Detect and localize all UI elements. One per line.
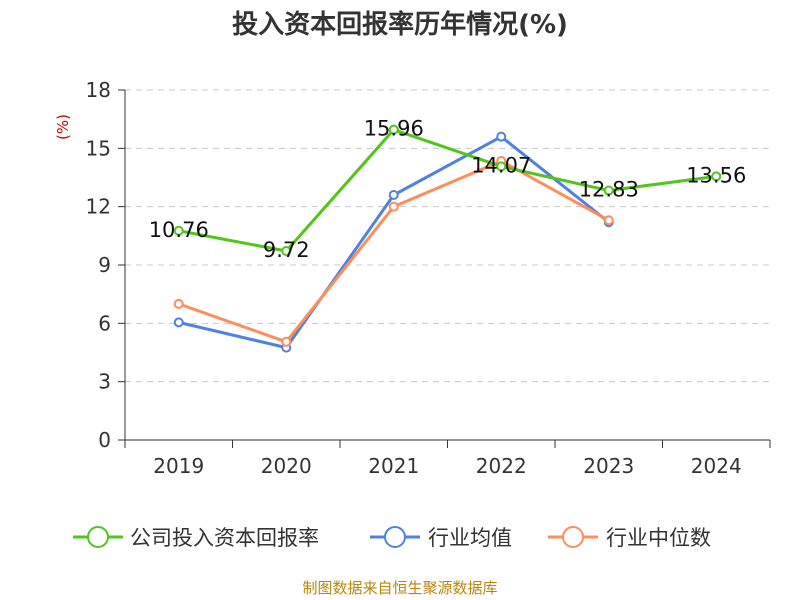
series-2 — [173, 155, 614, 347]
data-labels: 10.76 9.72 15.96 14.07 12.83 13.56 — [149, 117, 747, 262]
legend-label: 行业中位数 — [606, 526, 711, 550]
data-point[interactable] — [388, 124, 399, 135]
data-point[interactable] — [603, 185, 614, 196]
grid-lines — [125, 89, 770, 383]
data-label: 12.83 — [579, 178, 639, 202]
x-axis-ticks: 2019 2020 2021 2022 2023 2024 — [124, 440, 771, 478]
y-tick-label: 15 — [86, 136, 111, 160]
chart-title: 投入资本回报率历年情况(%) — [232, 9, 568, 40]
legend-item-0[interactable]: 公司投入资本回报率 — [73, 526, 319, 550]
data-label: 9.72 — [263, 238, 310, 262]
y-tick-label: 0 — [98, 428, 111, 452]
source-note: 制图数据来自恒生聚源数据库 — [302, 579, 497, 597]
y-tick-label: 9 — [98, 253, 111, 277]
series-0 — [173, 124, 722, 256]
data-point[interactable] — [281, 336, 292, 347]
legend-marker — [384, 526, 406, 548]
data-point[interactable] — [173, 317, 184, 328]
data-point[interactable] — [173, 225, 184, 236]
legend-label: 公司投入资本回报率 — [130, 526, 319, 550]
legend-marker — [87, 526, 109, 548]
data-point[interactable] — [173, 298, 184, 309]
series-lines — [173, 124, 722, 353]
y-axis-ticks: 0 3 6 9 12 15 18 — [86, 78, 125, 452]
legend-item-2[interactable]: 行业中位数 — [548, 526, 711, 550]
x-tick-label: 2024 — [691, 454, 742, 478]
data-label: 15.96 — [364, 117, 424, 141]
y-tick-label: 12 — [86, 195, 111, 219]
y-tick-label: 6 — [98, 311, 111, 335]
series-line — [178, 159, 610, 344]
legend-item-1[interactable]: 行业均值 — [370, 526, 512, 550]
x-tick-label: 2022 — [476, 454, 527, 478]
x-tick-label: 2023 — [583, 454, 634, 478]
legend: 公司投入资本回报率 行业均值 行业中位数 — [73, 526, 711, 550]
y-axis-unit-label: (%) — [54, 114, 72, 140]
legend-label: 行业均值 — [428, 526, 512, 550]
data-point[interactable] — [281, 246, 292, 256]
y-tick-label: 3 — [98, 370, 111, 394]
x-tick-label: 2020 — [261, 454, 312, 478]
legend-marker — [562, 526, 584, 548]
data-point[interactable] — [603, 215, 614, 226]
data-point[interactable] — [496, 161, 507, 172]
data-point[interactable] — [388, 201, 399, 212]
x-tick-label: 2019 — [153, 454, 204, 478]
data-label: 14.07 — [471, 153, 531, 177]
data-point[interactable] — [496, 131, 507, 142]
y-tick-label: 18 — [86, 78, 111, 102]
series-line — [178, 128, 717, 253]
x-tick-label: 2021 — [368, 454, 419, 478]
data-point[interactable] — [711, 171, 722, 182]
data-label: 13.56 — [686, 163, 746, 187]
data-label: 10.76 — [149, 218, 209, 242]
data-point[interactable] — [388, 190, 399, 200]
